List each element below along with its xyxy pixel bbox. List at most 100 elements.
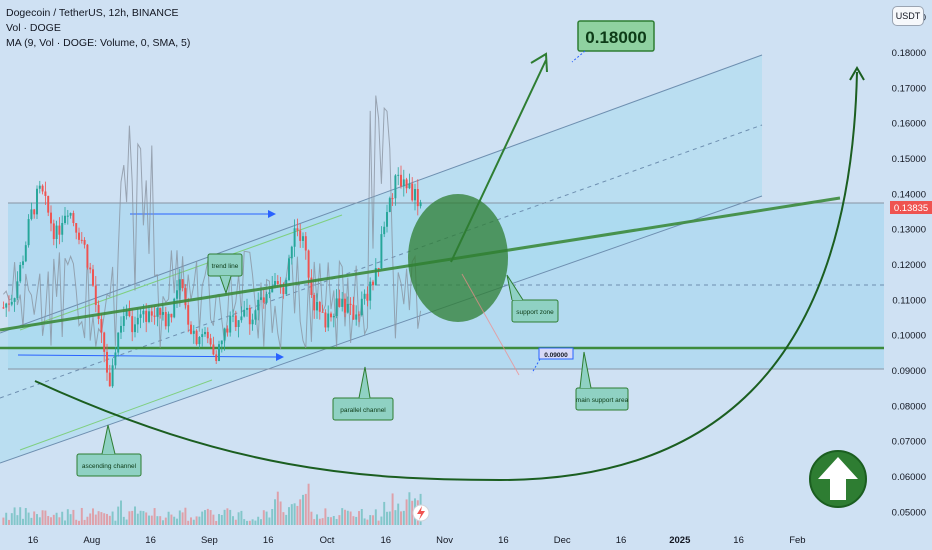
chart-legend: Dogecoin / TetherUS, 12h, BINANCE Vol · …: [6, 6, 190, 51]
legend-title: Dogecoin / TetherUS, 12h, BINANCE: [6, 7, 179, 19]
volume-bar: [108, 515, 111, 525]
volume-bar: [184, 507, 187, 525]
volume-bar: [330, 517, 332, 525]
candle-body: [313, 295, 316, 311]
candle-body: [24, 245, 27, 262]
volume-bar: [321, 518, 324, 525]
volume-bar: [10, 513, 13, 525]
price-tick-8: 0.11000: [892, 295, 926, 306]
main-support-label: main support area: [576, 397, 629, 404]
volume-bar: [122, 516, 125, 525]
candle-body: [332, 316, 335, 318]
time-tick-11: 2025: [669, 535, 691, 546]
candle-body: [120, 325, 122, 333]
volume-bar: [274, 499, 276, 525]
candle-body: [170, 313, 173, 318]
volume-bar: [360, 509, 363, 525]
volume-bar: [30, 517, 33, 525]
candle-body: [27, 219, 30, 246]
currency-button[interactable]: USDT: [892, 6, 924, 26]
volume-bar: [114, 520, 117, 525]
support-zone-callout-tail: [506, 274, 524, 301]
volume-bar: [215, 520, 218, 525]
volume-bar: [142, 511, 145, 525]
candle-body: [66, 215, 69, 217]
candle-body: [198, 337, 201, 345]
volume-bar: [156, 516, 159, 525]
volume-bar: [125, 519, 128, 525]
volume-bar: [271, 509, 274, 525]
price-scale-ticks[interactable]: 0.190000.180000.170000.160000.150000.140…: [892, 13, 926, 519]
candle-body: [380, 234, 383, 269]
small-target-label: 0.09000: [544, 352, 568, 359]
volume-bar: [209, 510, 212, 525]
candle-body: [195, 330, 198, 345]
candle-body: [290, 246, 293, 259]
volume-bar: [78, 520, 80, 525]
candle-body: [218, 344, 220, 362]
pullback-arrow: [461, 273, 520, 376]
candle-body: [288, 258, 290, 281]
volume-bar: [243, 519, 246, 525]
volume-bar: [212, 514, 215, 525]
candle-body: [226, 328, 229, 333]
trend-line-callout-tail: [219, 275, 232, 295]
candle-body: [335, 298, 338, 317]
candle-body: [240, 316, 243, 321]
volume-bar: [72, 509, 75, 525]
volume-bar: [52, 514, 55, 525]
volume-bar: [69, 514, 72, 525]
volume-bar: [83, 519, 86, 525]
volume-bar: [240, 510, 243, 525]
volume-bar: [13, 507, 16, 525]
volume-bar: [226, 508, 229, 525]
volume-bar: [36, 514, 38, 525]
volume-bar: [33, 511, 36, 525]
candle-body: [92, 269, 94, 286]
candle-body: [162, 312, 164, 315]
candle-body: [355, 314, 358, 320]
candle-body: [181, 279, 184, 289]
candle-body: [388, 198, 391, 212]
parallel-channel-callout-tail: [358, 366, 371, 399]
price-tick-9: 0.10000: [892, 331, 926, 342]
price-tick-7: 0.12000: [892, 260, 926, 271]
legend-ma: MA (9, Vol · DOGE: Volume, 0, SMA, 5): [6, 37, 191, 49]
volume-bar: [257, 516, 260, 525]
volume-bar: [220, 514, 223, 525]
candle-body: [296, 228, 299, 231]
volume-bar: [248, 520, 251, 525]
volume-bar: [198, 516, 201, 525]
volume-bar: [310, 511, 313, 525]
volume-bar: [136, 513, 139, 525]
candle-body: [344, 298, 346, 313]
volume-bars: [2, 483, 422, 525]
candle-body: [159, 308, 162, 315]
volume-bar: [86, 516, 89, 525]
volume-bar: [106, 513, 108, 525]
candle-body: [268, 292, 271, 295]
candle-body: [69, 213, 72, 216]
time-axis-ticks[interactable]: 16 Aug 16 Sep 16 Oct 16 Nov 16 Dec 16 2025 16 Feb: [28, 535, 806, 546]
volume-bar: [307, 483, 310, 525]
candle-body: [257, 299, 260, 311]
candle-body: [324, 312, 327, 328]
volume-bar: [299, 499, 302, 525]
light-arrow-1: [19, 214, 343, 331]
candle-body: [363, 293, 366, 299]
volume-bar: [232, 516, 234, 525]
candle-body: [97, 304, 100, 319]
candle-body: [136, 317, 139, 325]
ascending-channel-callout-tail: [101, 424, 116, 455]
candle-body: [36, 188, 38, 215]
volume-bar: [346, 510, 349, 525]
candle-body: [44, 191, 47, 196]
volume-bar: [268, 517, 271, 525]
blue-arrow-bottom-head: [276, 353, 284, 361]
candle-body: [402, 179, 405, 187]
volume-bar: [372, 515, 374, 525]
candle-body: [346, 303, 349, 313]
volume-bar: [363, 518, 366, 525]
candle-body: [307, 250, 310, 278]
